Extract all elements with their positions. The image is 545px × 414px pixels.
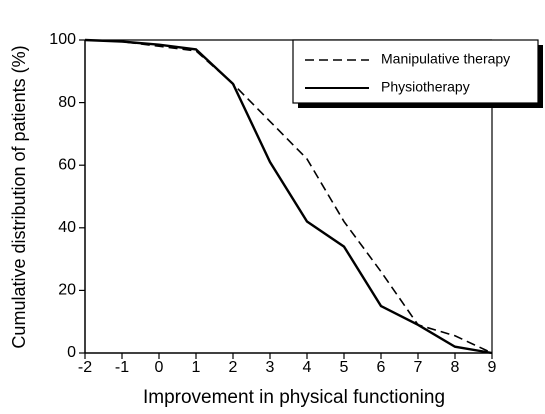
series-line [84,39,493,354]
x-tick-label: 3 [266,359,275,376]
y-tick-label: 60 [58,156,76,173]
x-tick-label: 5 [340,359,349,376]
x-tick-label: 0 [155,359,164,376]
series-line [84,38,493,355]
x-tick-label: 6 [377,359,386,376]
legend-label: Physiotherapy [381,79,470,95]
x-tick-label: 4 [303,359,312,376]
x-tick-label: 2 [229,359,238,376]
x-tick-label: 9 [488,359,497,376]
legend-box [292,39,539,104]
y-tick-label: 20 [58,282,76,299]
x-tick-label: -1 [115,359,129,376]
x-tick-label: -2 [78,359,92,376]
y-tick-label: 40 [58,219,76,236]
y-tick-label: 0 [67,344,76,361]
x-tick-label: 7 [414,359,423,376]
x-axis-label: Improvement in physical functioning [143,387,445,408]
x-tick-label: 1 [192,359,201,376]
x-tick-label: 8 [451,359,460,376]
y-tick-label: 80 [58,94,76,111]
y-axis-label: Cumulative distribution of patients (%) [9,45,29,348]
y-tick-label: 100 [49,31,76,48]
legend-label: Manipulative therapy [381,51,510,67]
